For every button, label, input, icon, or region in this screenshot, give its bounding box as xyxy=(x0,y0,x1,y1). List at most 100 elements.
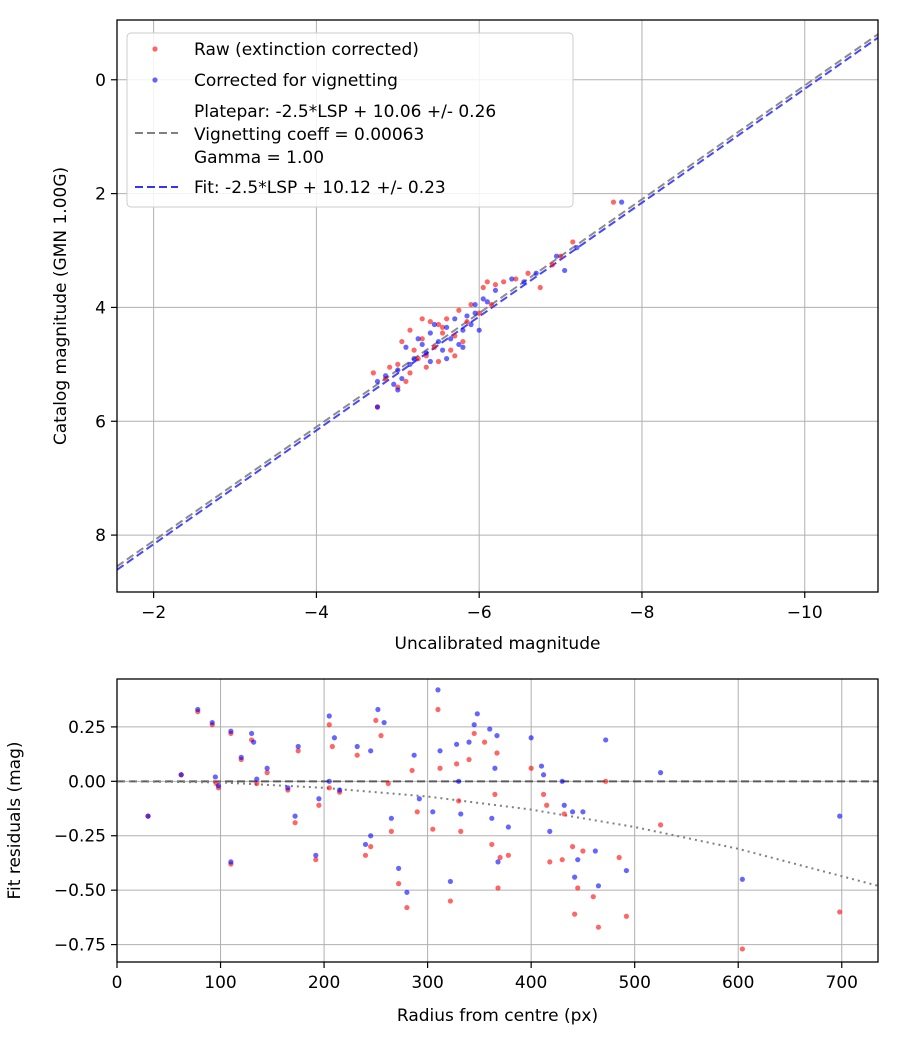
bottom-corrected-point xyxy=(528,735,534,741)
bottom-y-tick-label: −0.75 xyxy=(54,936,106,956)
top-raw-point xyxy=(415,356,421,362)
bottom-raw-point xyxy=(354,752,360,758)
top-raw-point xyxy=(419,316,425,322)
legend-raw-label: Raw (extinction corrected) xyxy=(194,40,419,60)
top-raw-point xyxy=(411,347,417,353)
legend-vignetting-label: Vignetting coeff = 0.00063 xyxy=(194,125,424,145)
bottom-raw-point xyxy=(575,885,581,891)
bottom-raw-point xyxy=(590,894,596,900)
bottom-corrected-point xyxy=(559,778,565,784)
top-fit-lines xyxy=(117,33,878,571)
top-raw-point xyxy=(439,330,446,336)
bottom-corrected-point xyxy=(466,739,472,745)
bottom-corrected-point xyxy=(313,852,319,858)
top-corrected-point xyxy=(619,199,625,205)
legend-corrected-label: Corrected for vignetting xyxy=(194,71,398,91)
bottom-raw-point xyxy=(456,798,462,804)
bottom-raw-point xyxy=(471,730,477,737)
bottom-raw-point xyxy=(254,780,260,787)
bottom-corrected-point xyxy=(375,706,381,713)
bottom-corrected-point xyxy=(572,874,578,880)
bottom-corrected-point xyxy=(538,763,545,769)
bottom-raw-point xyxy=(466,756,472,763)
bottom-raw-point xyxy=(561,811,567,817)
bottom-corrected-point xyxy=(430,809,436,815)
top-corrected-point xyxy=(407,361,413,367)
top-raw-point xyxy=(423,364,429,370)
top-y-tick-label: 6 xyxy=(95,412,106,432)
top-raw-point xyxy=(439,324,446,330)
bottom-raw-point xyxy=(544,802,550,808)
bottom-corrected-point xyxy=(326,778,332,784)
bottom-corrected-point xyxy=(404,889,410,895)
top-corrected-point xyxy=(460,344,466,350)
top-raw-point xyxy=(480,284,486,291)
top-corrected-point xyxy=(395,387,401,393)
bottom-x-tick-label: 100 xyxy=(204,973,236,993)
top-raw-point xyxy=(476,310,482,316)
top-corrected-point xyxy=(444,324,450,330)
bottom-corrected-point xyxy=(396,865,402,871)
bottom-raw-point xyxy=(572,911,578,917)
bottom-corrected-point xyxy=(145,813,151,819)
bottom-corrected-point xyxy=(178,772,184,778)
bottom-raw-point xyxy=(657,822,664,828)
top-raw-point xyxy=(549,262,556,268)
top-y-tick-label: 4 xyxy=(95,298,106,318)
bottom-corrected-point xyxy=(494,733,500,739)
top-raw-point xyxy=(403,378,409,385)
top-corrected-point xyxy=(448,336,454,342)
bottom-ticks: 0 100 200 300 400 500 600 700 0.25 0.00 −0.25 −0.50… xyxy=(54,718,858,993)
bottom-raw-point xyxy=(623,913,630,919)
top-raw-point xyxy=(460,338,466,345)
bottom-raw-point xyxy=(362,852,369,858)
top-raw-point xyxy=(407,327,413,333)
top-raw-point xyxy=(407,370,413,376)
bottom-raw-point xyxy=(489,841,495,848)
top-corrected-point xyxy=(460,327,466,333)
top-corrected-point xyxy=(480,296,486,302)
bottom-corrected-point xyxy=(285,785,291,791)
bottom-raw-point xyxy=(295,748,301,754)
bottom-corrected-point xyxy=(435,687,441,693)
top-raw-point xyxy=(444,316,450,322)
bottom-x-tick-label: 0 xyxy=(112,973,123,993)
bottom-corrected-point xyxy=(354,743,360,750)
top-corrected-point xyxy=(533,270,539,276)
bottom-raw-point xyxy=(495,885,501,891)
top-corrected-point xyxy=(492,287,499,293)
bottom-raw-point xyxy=(313,857,319,863)
bottom-corrected-point xyxy=(388,815,394,821)
bottom-corrected-point xyxy=(495,859,501,865)
top-plot-frame xyxy=(116,19,879,593)
bottom-raw-point xyxy=(368,844,374,850)
top-corrected-point xyxy=(399,375,405,382)
top-raw-point xyxy=(452,353,458,359)
top-corrected-point xyxy=(456,341,462,348)
bottom-corrected-point xyxy=(623,867,630,874)
bottom-raw-point xyxy=(494,750,500,756)
top-corrected-point xyxy=(574,245,580,251)
bottom-raw-point xyxy=(492,791,498,797)
bottom-corrected-point xyxy=(458,811,464,817)
bottom-corrected-point xyxy=(487,726,493,732)
bottom-corrected-point xyxy=(580,809,586,815)
bottom-raw-point xyxy=(409,767,415,774)
bottom-corrected-point xyxy=(575,857,581,863)
bottom-raw-point xyxy=(497,854,503,861)
bottom-raw-point xyxy=(454,761,460,767)
bottom-raw-point xyxy=(616,854,622,861)
top-y-tick-label: 8 xyxy=(95,526,106,546)
bottom-corrected-point xyxy=(447,878,453,885)
top-corrected-point xyxy=(427,330,433,336)
top-corrected-point xyxy=(419,341,425,348)
bottom-x-tick-label: 500 xyxy=(618,973,650,993)
bottom-corrected-point xyxy=(326,713,332,719)
bottom-raw-point xyxy=(559,857,565,863)
top-raw-point xyxy=(387,364,393,370)
legend-corrected-marker xyxy=(152,77,158,83)
bottom-raw-point xyxy=(435,706,441,713)
top-raw-point xyxy=(464,319,470,325)
bottom-x-tick-label: 400 xyxy=(515,973,547,993)
bottom-raw-point xyxy=(837,909,843,915)
